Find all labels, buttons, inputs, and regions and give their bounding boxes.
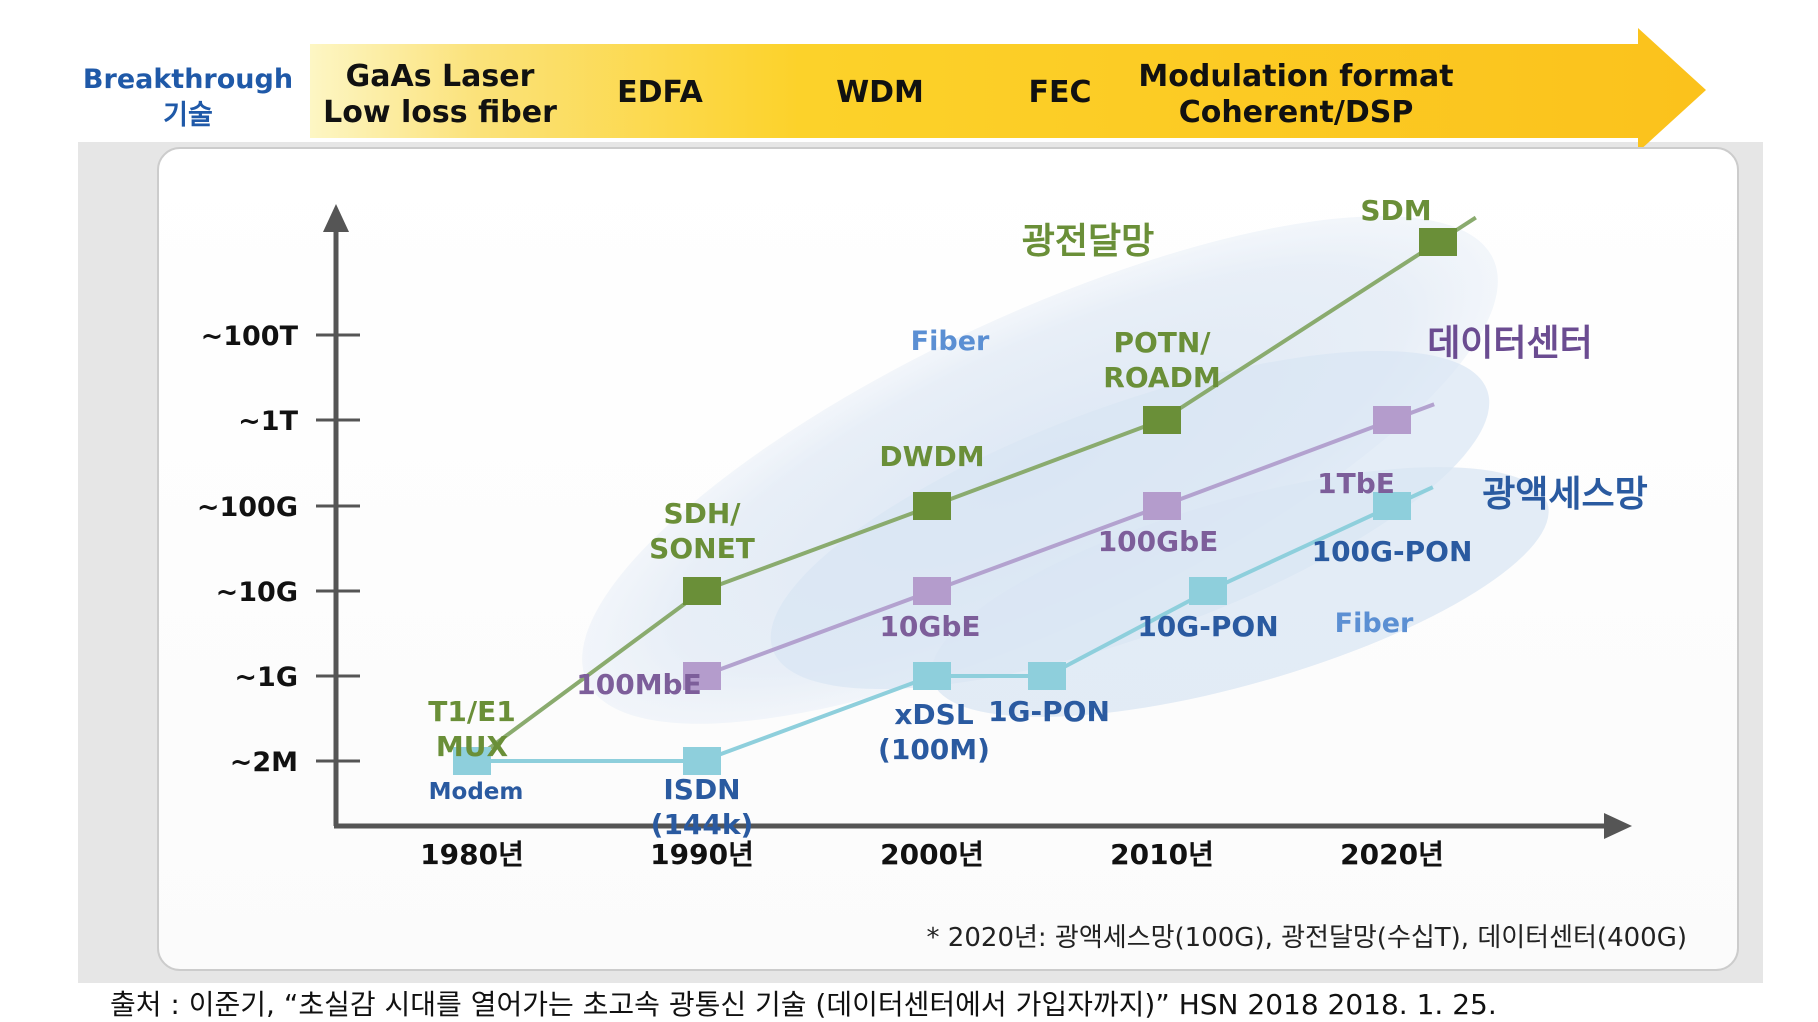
axis-ticks: ~2M ~1G ~10G ~100G ~1T ~100T 1980년 1990년 2000년 20… [197, 321, 1444, 871]
series-name-0: 광전달망 [1022, 221, 1154, 262]
point-label-1-0: 100MbE [576, 668, 701, 701]
x-tick-label-4: 2020년 [1340, 838, 1444, 871]
series-2-marker-4 [1189, 577, 1227, 605]
series-0-marker-1 [683, 577, 721, 605]
y-tick-label-0: ~2M [230, 747, 298, 778]
y-tick-label-1: ~1G [234, 662, 298, 693]
point-label-1-1: 10GbE [879, 610, 980, 643]
point-labels: T1/E1 MUX SDH/SONET DWDM POTN/ROADM SDM 100MbE… [428, 194, 1472, 841]
series-0-marker-2 [913, 492, 951, 520]
y-tick-label-3: ~100G [197, 492, 298, 523]
tech-item-3: FEC [1028, 75, 1091, 110]
point-label-2-4: 10G-PON [1137, 610, 1278, 643]
series-2-marker-0 [453, 747, 491, 775]
footnote: * 2020년: 광액세스망(100G), 광전달망(수십T), 데이터센터(4… [927, 923, 1687, 953]
breakthrough-arrow [310, 28, 1706, 152]
point-label-2-2: xDSL (100M) [878, 698, 990, 766]
annotations: Fiber Fiber [911, 326, 1414, 639]
point-label-0-0: T1/E1 MUX [428, 695, 515, 763]
series-2-marker-3 [1028, 662, 1066, 690]
y-tick-label-4: ~1T [238, 406, 298, 437]
point-label-0-2: DWDM [879, 440, 984, 473]
series-name-1: 데이터센터 [1427, 323, 1593, 364]
series-2-marker-2 [913, 662, 951, 690]
x-tick-label-0: 1980년 [420, 838, 524, 871]
point-label-0-4: SDM [1360, 194, 1431, 227]
tech-item-0-line1: GaAs Laser [346, 59, 535, 94]
breakthrough-label-line1: Breakthrough [83, 64, 293, 95]
series-1-marker-2 [1143, 492, 1181, 520]
x-axis-arrowhead [1604, 813, 1632, 839]
series-name-2: 광액세스망 [1482, 474, 1648, 515]
axes [323, 204, 1632, 839]
source-citation: 출처 : 이준기, “초실감 시대를 열어가는 초고속 광통신 기술 (데이터센… [110, 988, 1497, 1021]
fiber-annotation-0: Fiber [911, 326, 990, 357]
tech-item-2: WDM [836, 75, 924, 110]
series-0-marker-3 [1143, 406, 1181, 434]
series-2-marker-5 [1373, 492, 1411, 520]
point-label-1-3: 1TbE [1317, 467, 1395, 500]
series-1-marker-3 [1373, 406, 1411, 434]
point-label-2-3: 1G-PON [988, 695, 1110, 728]
series-2-marker-1 [683, 747, 721, 775]
y-tick-label-5: ~100T [201, 321, 299, 352]
point-label-0-1: SDH/SONET [649, 497, 755, 565]
x-tick-label-3: 2010년 [1110, 838, 1214, 871]
tech-item-0-line2: Low loss fiber [323, 95, 557, 130]
breakthrough-label-line2: 기술 [163, 100, 213, 131]
y-axis-arrowhead [323, 204, 349, 232]
y-tick-label-2: ~10G [216, 577, 298, 608]
x-tick-label-1: 1990년 [650, 838, 754, 871]
series-1-marker-0 [683, 662, 721, 690]
series-markers [453, 228, 1457, 775]
point-label-2-5: 100G-PON [1312, 535, 1473, 568]
x-tick-label-2: 2000년 [880, 838, 984, 871]
point-label-2-1: ISDN (144k) [651, 773, 754, 841]
point-label-0-3: POTN/ROADM [1103, 326, 1220, 394]
tech-item-4-line2: Coherent/DSP [1179, 95, 1414, 130]
tech-item-1: EDFA [617, 75, 703, 110]
point-label-2-0: Modem [429, 779, 524, 805]
series-0-marker-4 [1419, 228, 1457, 256]
point-label-1-2: 100GbE [1098, 525, 1219, 558]
tech-item-4-line1: Modulation format [1138, 59, 1453, 94]
fiber-annotation-1: Fiber [1335, 608, 1414, 639]
series-1-marker-1 [913, 577, 951, 605]
